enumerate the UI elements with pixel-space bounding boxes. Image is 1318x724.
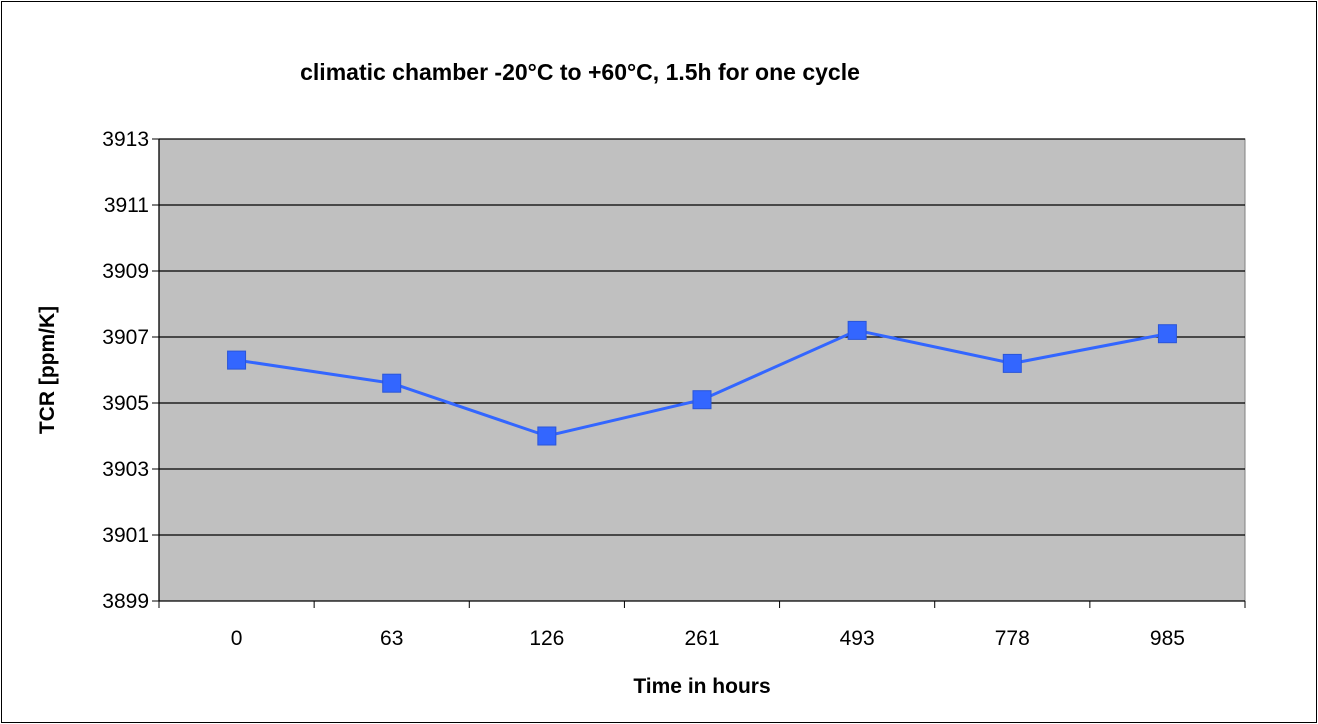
y-tick-label: 3909 [102, 260, 149, 283]
y-tick-label: 3911 [104, 194, 149, 217]
y-axis-tick-labels: 3899 3901 3903 3905 3907 3909 3911 3913 [102, 128, 149, 613]
data-point-marker [847, 320, 867, 340]
x-axis-title: Time in hours [633, 675, 770, 698]
x-tick-label: 261 [684, 627, 719, 650]
data-point-marker [227, 350, 247, 370]
x-tick-label: 0 [231, 627, 243, 650]
x-tick-label: 63 [380, 627, 403, 650]
series [227, 320, 1177, 446]
x-tick-label: 778 [995, 627, 1030, 650]
axes [152, 138, 1246, 608]
plot-area [158, 138, 1246, 602]
y-tick-label: 3905 [102, 392, 149, 415]
data-point-marker [1002, 353, 1022, 373]
x-tick-label: 493 [840, 627, 875, 650]
y-tick-label: 3913 [102, 128, 149, 151]
y-tick-label: 3901 [102, 524, 149, 547]
data-point-marker [537, 426, 557, 446]
y-tick-label: 3899 [102, 590, 149, 613]
data-point-marker [382, 373, 402, 393]
chart-title: climatic chamber -20°C to +60°C, 1.5h fo… [300, 59, 860, 85]
x-axis-tick-labels: 0 63 126 261 493 778 985 [231, 627, 1185, 650]
y-axis-title: TCR [ppm/K] [36, 306, 59, 434]
y-tick-label: 3903 [102, 458, 149, 481]
data-point-marker [692, 390, 712, 410]
x-tick-label: 985 [1150, 627, 1185, 650]
x-tick-label: 126 [529, 627, 564, 650]
y-tick-label: 3907 [102, 326, 149, 349]
data-point-marker [1157, 324, 1177, 344]
